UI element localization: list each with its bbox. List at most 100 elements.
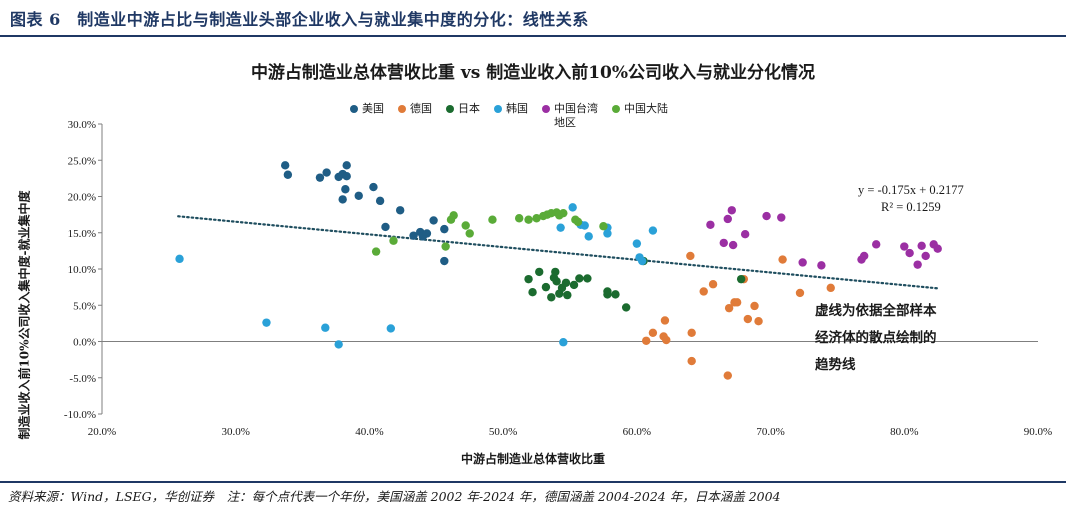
annotation-line-1: 虚线为依据全部样本 <box>815 303 937 319</box>
data-point <box>569 280 579 290</box>
legend-item: 中国大陆 <box>612 102 668 130</box>
data-point <box>778 255 787 264</box>
data-point <box>583 274 592 283</box>
data-point <box>262 318 271 327</box>
data-point <box>561 278 571 287</box>
data-point <box>662 335 671 345</box>
data-point <box>826 283 835 293</box>
legend-label: 德国 <box>410 102 432 115</box>
data-point <box>762 211 771 221</box>
y-tick-label: 5.0% <box>73 300 96 312</box>
data-point <box>440 224 449 234</box>
data-point <box>371 247 381 256</box>
legend-item: 美国 <box>350 102 384 130</box>
data-point <box>461 221 470 230</box>
trendline-annotation: 虚线为依据全部样本 经济体的散点绘制的 趋势线 <box>815 298 1005 379</box>
data-point <box>541 282 551 292</box>
data-point <box>465 229 474 238</box>
data-point <box>732 298 742 307</box>
data-point <box>573 217 583 227</box>
scatter-plot: -10.0% -5.0% 0.0% 5.0% 10.0% 15.0% 20.0% 25.0% 3… <box>64 119 1052 438</box>
x-tick-label: 90.0% <box>1024 426 1052 438</box>
data-point <box>375 196 385 206</box>
data-point <box>584 232 593 241</box>
data-point <box>603 229 612 238</box>
x-tick-label: 50.0% <box>489 426 517 438</box>
data-point <box>429 216 438 225</box>
data-point <box>381 222 390 232</box>
data-point <box>686 251 695 261</box>
figure-title: 图表 6 制造业中游占比与制造业头部企业收入与就业集中度的分化：线性关系 <box>10 10 589 29</box>
data-point <box>603 287 612 296</box>
data-point <box>638 256 647 266</box>
legend-item: 中国台湾 地区 <box>542 102 598 130</box>
y-tick-label: 30.0% <box>68 119 96 131</box>
data-point <box>532 214 541 223</box>
data-point <box>719 238 728 248</box>
data-point <box>488 215 497 224</box>
x-axis-label: 中游占制造业总体营收比重 <box>460 452 605 466</box>
trendline-equation-block: y = -0.175x + 0.2177 R² = 0.1259 <box>858 182 964 216</box>
data-point <box>642 336 651 345</box>
data-point <box>580 221 589 230</box>
data-point <box>621 303 631 312</box>
legend-label: 日本 <box>458 102 480 115</box>
figure-header: 图表 6 制造业中游占比与制造业头部企业收入与就业集中度的分化：线性关系 <box>0 0 1066 38</box>
data-point <box>341 185 350 194</box>
r-squared: R² = 0.1259 <box>881 200 941 214</box>
data-point <box>727 206 736 215</box>
y-axis-label: 制造业收入前10%公司收入集中度-就业集中度 <box>17 190 32 440</box>
data-point <box>913 260 922 269</box>
data-point <box>817 261 826 270</box>
data-point <box>354 191 363 200</box>
data-point <box>905 248 914 258</box>
data-point <box>900 242 909 251</box>
data-point <box>798 258 807 267</box>
data-point <box>699 287 708 296</box>
data-point <box>632 239 642 248</box>
x-tick-label: 30.0% <box>222 426 250 438</box>
data-point <box>559 208 568 218</box>
data-point <box>559 338 568 347</box>
legend-marker <box>612 105 620 113</box>
data-point <box>175 254 184 264</box>
data-point <box>524 274 533 284</box>
data-point <box>535 267 544 277</box>
legend-label: 中国台湾 地区 <box>554 102 598 129</box>
data-point <box>342 161 351 170</box>
data-point <box>528 288 537 297</box>
data-point <box>422 229 432 238</box>
data-point <box>740 230 750 239</box>
legend-item: 日本 <box>446 102 480 130</box>
data-point <box>321 323 330 332</box>
data-point <box>568 203 577 212</box>
data-point <box>648 328 658 337</box>
source-note: 资料来源：Wind，LSEG，华创证券 注：每个点代表一个年份，美国涵盖 200… <box>8 489 781 504</box>
data-point <box>728 240 738 250</box>
data-point <box>708 280 718 289</box>
legend-marker <box>494 105 502 113</box>
data-point <box>743 314 753 324</box>
chart-title: 中游占制造业总体营收比重 vs 制造业收入前10%公司收入与就业分化情况 <box>250 63 816 83</box>
data-point <box>599 222 608 231</box>
y-tick-label: 0.0% <box>73 337 96 349</box>
data-point <box>524 215 533 224</box>
legend-label: 美国 <box>362 102 384 115</box>
data-point <box>449 211 458 220</box>
data-point <box>395 206 405 215</box>
trendline <box>177 215 939 290</box>
data-point <box>409 231 418 240</box>
legend-item: 德国 <box>398 102 432 130</box>
y-tick-label: 20.0% <box>68 192 96 204</box>
data-point <box>369 182 378 192</box>
legend: 美国 德国 日本 韩国 中国台湾 地区 中国大陆 <box>350 102 668 130</box>
data-point <box>917 241 926 250</box>
data-point <box>724 303 734 313</box>
data-point <box>611 290 620 299</box>
data-point <box>687 356 696 366</box>
data-point <box>315 173 325 182</box>
data-point <box>322 168 331 177</box>
data-point <box>736 274 746 284</box>
annotation-line-2: 经济体的散点绘制的 <box>815 330 937 346</box>
x-tick-label: 40.0% <box>355 426 383 438</box>
